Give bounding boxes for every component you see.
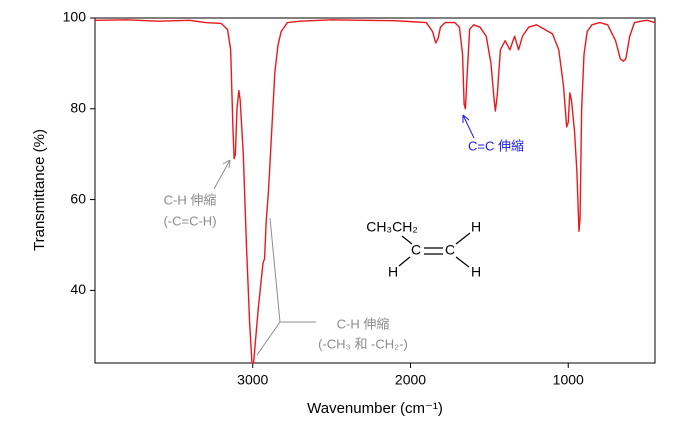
y-tick-label: 60	[70, 190, 86, 206]
arrowhead	[462, 114, 470, 123]
x-axis-title: Wavenumber (cm⁻¹)	[307, 400, 443, 417]
annotation: C-H 伸縮	[337, 316, 390, 331]
y-axis-title: Transmittance (%)	[31, 129, 48, 251]
molecule-label: H	[471, 264, 481, 280]
molecule-label: H	[388, 264, 398, 280]
annotation: (-C=C-H)	[163, 213, 216, 228]
arrowhead	[222, 159, 231, 169]
spectrum-line	[94, 19, 656, 364]
molecule-label: H	[471, 219, 481, 235]
y-tick-label: 100	[63, 9, 87, 25]
y-tick-label: 80	[70, 99, 86, 115]
molecule-label: CH₃CH₂	[366, 219, 418, 235]
leader-line	[256, 217, 316, 356]
x-tick-label: 1000	[553, 372, 584, 388]
x-tick-label: 2000	[395, 372, 426, 388]
bonds	[398, 232, 471, 268]
x-tick-label: 3000	[237, 372, 268, 388]
arrow	[213, 159, 231, 190]
annotation: (-CH₃ 和 -CH₂-)	[318, 336, 408, 351]
plot-frame	[94, 17, 656, 364]
annotation: C=C 伸縮	[468, 138, 524, 153]
y-tick-label: 40	[70, 281, 86, 297]
molecule-label: C	[445, 242, 455, 258]
molecule-label: C	[411, 242, 421, 258]
arrow	[462, 114, 475, 139]
annotation: C-H 伸縮	[164, 192, 217, 207]
